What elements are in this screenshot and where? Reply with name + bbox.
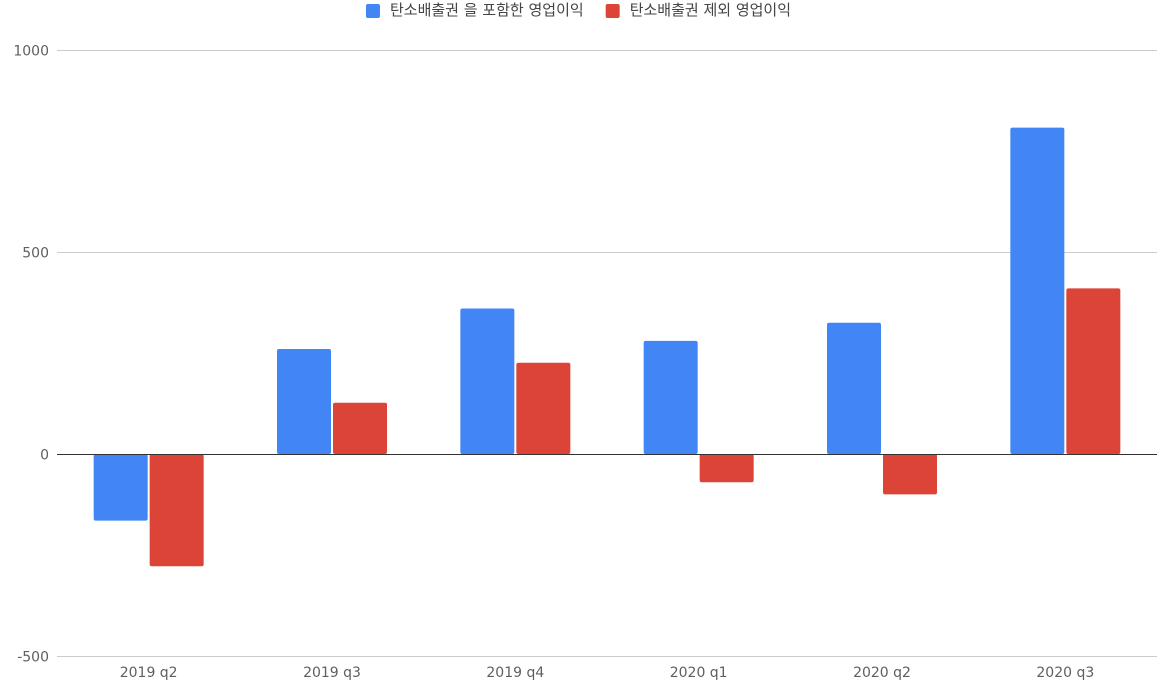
bar-series-2-2020-q3	[1066, 288, 1121, 454]
legend: 탄소배출권 을 포함한 영업이익 탄소배출권 제외 영업이익	[365, 1, 791, 19]
x-tick-label: 2019 q3	[303, 665, 361, 681]
legend-swatch-series-1	[365, 4, 380, 18]
legend-swatch-series-2	[605, 4, 620, 18]
x-axis-ticks: 2019 q2 2019 q3 2019 q4 2020 q1 2020 q2 2020 …	[120, 665, 1095, 681]
bar-series-2-2019-q2	[149, 454, 204, 567]
bar-series-1-2020-q3	[1010, 127, 1065, 455]
legend-label-series-1: 탄소배출권 을 포함한 영업이익	[390, 1, 584, 19]
x-tick-label: 2019 q2	[120, 665, 178, 681]
x-tick-label: 2019 q4	[486, 665, 544, 681]
bar-series-1-2019-q4	[460, 308, 515, 454]
legend-label-series-2: 탄소배출권 제외 영업이익	[630, 1, 791, 19]
y-tick-label: 0	[40, 448, 49, 464]
bar-series-2-2020-q1	[699, 454, 754, 483]
bar-series-2-2019-q4	[516, 362, 571, 454]
y-tick-label: 1000	[13, 44, 49, 60]
bar-series-2-2020-q2	[883, 454, 937, 495]
gridlines	[57, 50, 1157, 657]
bar-series-1-2020-q1	[643, 340, 698, 454]
bar-series-1-2019-q3	[277, 348, 331, 454]
x-tick-label: 2020 q1	[670, 665, 728, 681]
y-tick-label: -500	[17, 650, 49, 666]
bar-series-1-2020-q2	[827, 322, 881, 454]
x-tick-label: 2020 q3	[1036, 665, 1094, 681]
x-tick-label: 2020 q2	[853, 665, 911, 681]
bars	[93, 127, 1121, 567]
bar-series-1-2019-q2	[93, 454, 148, 521]
bar-series-2-2019-q3	[333, 402, 387, 454]
y-tick-label: 500	[22, 246, 49, 262]
y-axis-ticks: 1000 500 0 -500	[13, 44, 49, 666]
